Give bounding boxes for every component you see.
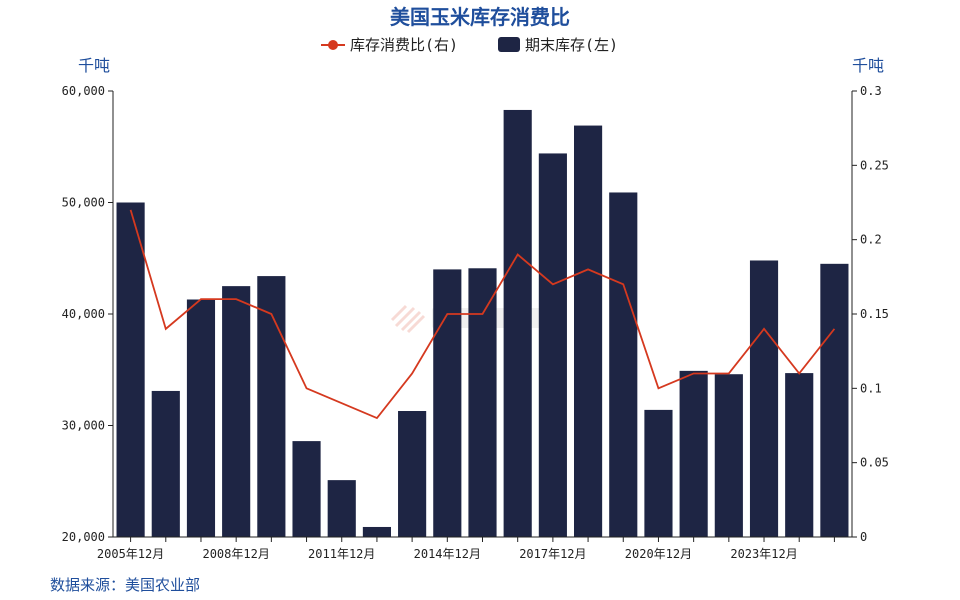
- left-tick-label: 40,000: [62, 307, 105, 321]
- right-axis-unit: 千吨: [852, 56, 884, 75]
- right-tick-label: 0: [860, 530, 867, 544]
- legend-bar-label: 期末库存(左): [525, 36, 618, 54]
- bar-2011年12月: [327, 480, 356, 537]
- bar-2006年12月: [151, 390, 180, 537]
- x-tick-label: 2008年12月: [202, 547, 269, 561]
- right-tick-label: 0.1: [860, 381, 882, 395]
- bar-2016年12月: [503, 109, 532, 537]
- bar-2015年12月: [468, 268, 497, 537]
- axes-layer: 20,000 30,000 40,000 50,000 60,000 0 0.05 0.1 0.…: [62, 84, 889, 561]
- x-tick-label: 2011年12月: [308, 547, 375, 561]
- left-axis-unit: 千吨: [78, 56, 110, 75]
- bar-2008年12月: [222, 286, 251, 538]
- x-tick-label: 2005年12月: [97, 547, 164, 561]
- bars-layer: [116, 109, 849, 538]
- legend-line-dot: [328, 40, 338, 50]
- bar-2020年12月: [644, 409, 673, 537]
- bar-2024年12月: [785, 373, 814, 537]
- bar-2021年12月: [679, 370, 708, 537]
- right-tick-label: 0.15: [860, 307, 889, 321]
- left-tick-label: 30,000: [62, 419, 105, 433]
- bar-2009年12月: [257, 276, 286, 537]
- legend-item-bar[interactable]: 期末库存(左): [498, 36, 618, 54]
- bar-2007年12月: [186, 299, 216, 537]
- x-tick-label: 2020年12月: [625, 547, 692, 561]
- bar-2010年12月: [292, 441, 321, 537]
- x-tick-label: 2023年12月: [730, 547, 797, 561]
- legend: 库存消费比(右) 期末库存(左): [321, 36, 618, 54]
- bar-2013年12月: [398, 411, 427, 537]
- left-tick-label: 20,000: [62, 530, 105, 544]
- line-layer: [129, 209, 836, 420]
- legend-bar-swatch: [498, 37, 520, 52]
- right-tick-label: 0.2: [860, 233, 882, 247]
- bar-2012年12月: [362, 526, 391, 537]
- bar-2018年12月: [574, 125, 603, 537]
- left-tick-label: 50,000: [62, 196, 105, 210]
- bar-2023年12月: [749, 260, 779, 537]
- source-note: 数据来源：美国农业部: [50, 576, 200, 594]
- bar-2025年12月: [820, 263, 849, 537]
- left-tick-label: 60,000: [62, 84, 105, 98]
- bar-2019年12月: [609, 192, 638, 537]
- bar-2005年12月: [116, 202, 145, 537]
- right-tick-label: 0.25: [860, 158, 889, 172]
- legend-item-line[interactable]: 库存消费比(右): [321, 36, 458, 54]
- right-tick-label: 0.3: [860, 84, 882, 98]
- x-tick-label: 2014年12月: [414, 547, 481, 561]
- chart-title: 美国玉米库存消费比: [390, 5, 570, 29]
- x-tick-label: 2017年12月: [519, 547, 586, 561]
- right-tick-label: 0.05: [860, 456, 889, 470]
- legend-line-label: 库存消费比(右): [350, 36, 458, 54]
- bar-2022年12月: [714, 374, 743, 537]
- bar-2017年12月: [538, 153, 567, 537]
- bar-2014年12月: [433, 269, 462, 537]
